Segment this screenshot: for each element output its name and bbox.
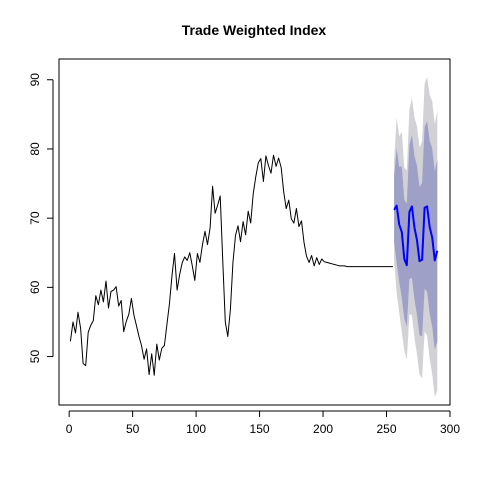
x-tick-label: 150 [250, 422, 270, 436]
y-tick-label: 70 [28, 211, 42, 225]
y-tick-label: 50 [28, 350, 42, 364]
y-tick-label: 80 [28, 142, 42, 156]
forecast-line-layer [393, 204, 439, 267]
plot-frame [58, 58, 451, 406]
chart-title: Trade Weighted Index [182, 22, 327, 38]
y-tick-label: 90 [28, 73, 42, 87]
x-tick-label: 300 [440, 422, 460, 436]
x-tick-label: 200 [313, 422, 333, 436]
x-tick-label: 0 [66, 422, 73, 436]
x-tick-label: 250 [377, 422, 397, 436]
y-axis: 50 60 70 80 90 [28, 73, 54, 364]
x-axis: 0 50 100 150 200 250 300 [66, 410, 460, 436]
history-series-line [69, 154, 393, 376]
y-tick-label: 60 [28, 280, 42, 294]
x-tick-label: 100 [186, 422, 206, 436]
x-tick-label: 50 [126, 422, 140, 436]
history-line-layer [69, 154, 393, 376]
plot-area [69, 77, 439, 397]
forecast-mean-line [393, 204, 439, 267]
